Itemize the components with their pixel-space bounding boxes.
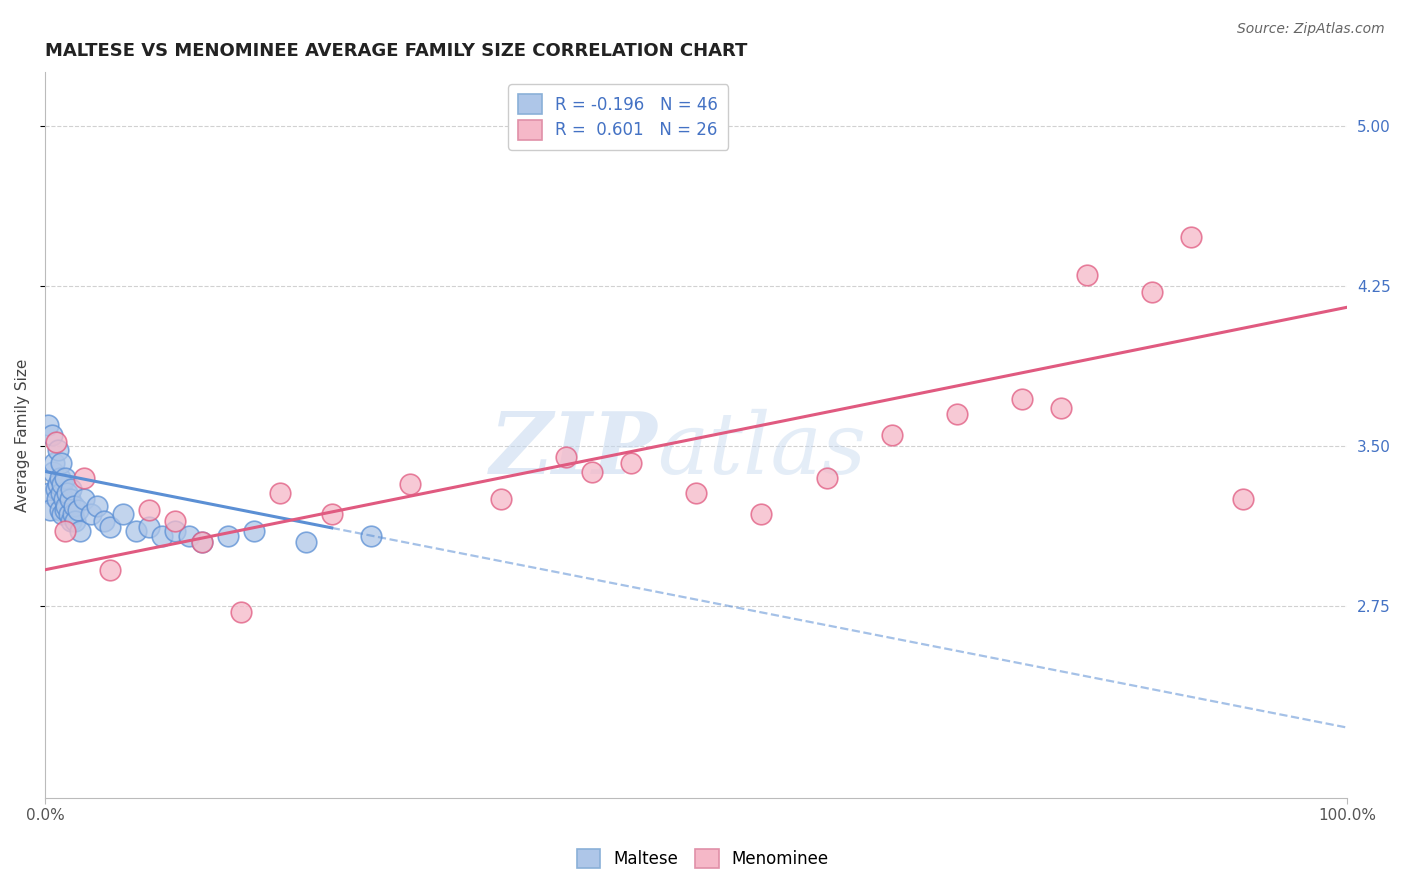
Point [44, 456, 66, 470]
Point [73, 492, 96, 507]
Point [1011, 392, 1033, 406]
Text: Source: ZipAtlas.com: Source: ZipAtlas.com [1237, 22, 1385, 37]
Text: ZIP: ZIP [489, 408, 657, 491]
Point [56, 486, 79, 500]
Point [46, 443, 69, 458]
Point [62, 507, 84, 521]
Point [1140, 285, 1163, 300]
Point [880, 428, 903, 442]
Point [51, 477, 73, 491]
Point [165, 514, 187, 528]
Point [49, 456, 72, 470]
Point [66, 503, 89, 517]
Point [581, 465, 603, 479]
Point [1050, 401, 1073, 415]
Point [48, 471, 70, 485]
Point [55, 499, 77, 513]
Point [41, 428, 63, 442]
Point [399, 477, 422, 491]
Point [49, 486, 72, 500]
Point [45, 482, 67, 496]
Point [945, 407, 967, 421]
Point [294, 535, 316, 549]
Point [100, 520, 122, 534]
Legend: R = -0.196   N = 46, R =  0.601   N = 26: R = -0.196 N = 46, R = 0.601 N = 26 [509, 85, 728, 150]
Point [58, 507, 80, 521]
Point [555, 450, 578, 464]
Point [321, 507, 343, 521]
Point [39, 503, 62, 517]
Point [59, 492, 82, 507]
Point [37, 417, 59, 432]
Point [53, 471, 76, 485]
Point [86, 499, 108, 513]
Point [93, 514, 115, 528]
Point [489, 492, 512, 507]
Point [190, 535, 212, 549]
Point [51, 507, 73, 521]
Point [685, 486, 707, 500]
Point [42, 465, 65, 479]
Point [1232, 492, 1254, 507]
Point [1076, 268, 1098, 282]
Point [751, 507, 773, 521]
Point [242, 524, 264, 539]
Point [46, 492, 69, 507]
Point [217, 528, 239, 542]
Point [360, 528, 382, 542]
Point [73, 471, 96, 485]
Point [63, 499, 86, 513]
Point [125, 524, 148, 539]
Point [53, 503, 76, 517]
Point [60, 482, 83, 496]
Text: MALTESE VS MENOMINEE AVERAGE FAMILY SIZE CORRELATION CHART: MALTESE VS MENOMINEE AVERAGE FAMILY SIZE… [45, 42, 748, 60]
Point [1180, 229, 1202, 244]
Point [177, 528, 200, 542]
Point [138, 503, 160, 517]
Point [620, 456, 643, 470]
Point [38, 486, 60, 500]
Point [69, 524, 91, 539]
Point [48, 503, 70, 517]
Point [112, 507, 135, 521]
Point [165, 524, 187, 539]
Point [80, 507, 103, 521]
Point [45, 434, 67, 449]
Point [46, 477, 69, 491]
Y-axis label: Average Family Size: Average Family Size [15, 359, 30, 512]
Point [52, 492, 75, 507]
Point [152, 528, 174, 542]
Point [269, 486, 291, 500]
Point [229, 606, 252, 620]
Point [60, 514, 83, 528]
Point [138, 520, 160, 534]
Point [815, 471, 838, 485]
Point [53, 524, 76, 539]
Point [65, 514, 87, 528]
Text: atlas: atlas [657, 409, 866, 491]
Point [190, 535, 212, 549]
Point [100, 563, 122, 577]
Legend: Maltese, Menominee: Maltese, Menominee [571, 842, 835, 875]
